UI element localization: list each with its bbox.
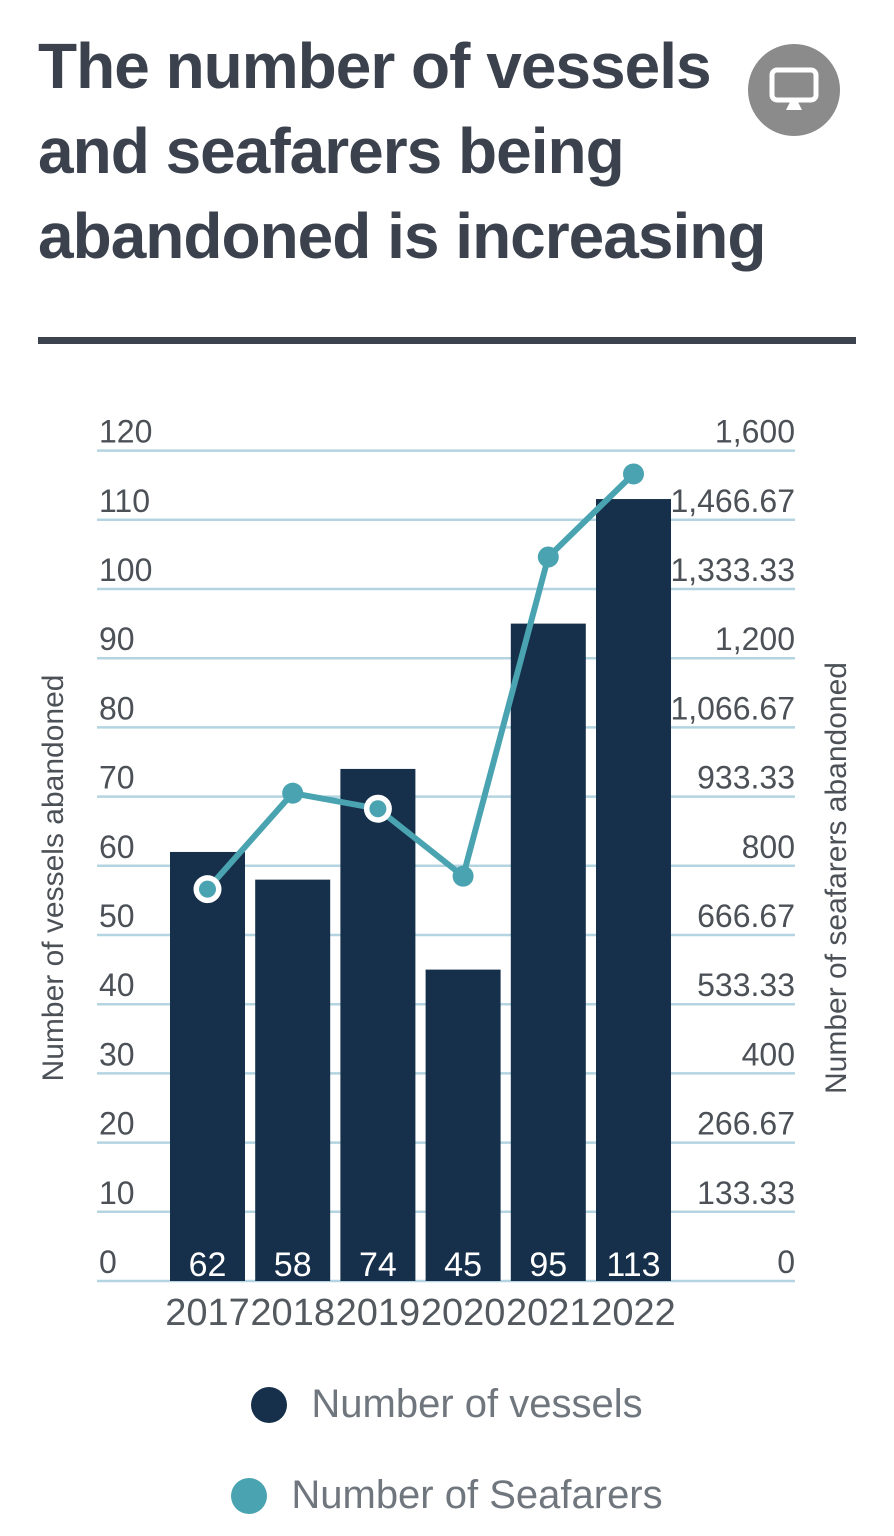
svg-text:45: 45 <box>444 1246 482 1284</box>
page-title-line-2: and seafarers being <box>38 115 625 187</box>
left-axis-tick-labels: 0 10 20 30 40 50 60 70 80 90 100 110 120 <box>99 414 152 1280</box>
svg-text:1,200: 1,200 <box>715 621 795 657</box>
svg-text:30: 30 <box>99 1036 135 1072</box>
svg-text:120: 120 <box>99 414 152 450</box>
svg-text:666.67: 666.67 <box>697 898 795 934</box>
svg-text:40: 40 <box>99 967 135 1003</box>
svg-text:74: 74 <box>359 1246 397 1284</box>
monitor-icon <box>769 67 819 110</box>
svg-text:70: 70 <box>99 760 135 796</box>
svg-text:533.33: 533.33 <box>697 967 795 1003</box>
x-axis-labels: 2017 2018 2019 2020 2021 2022 <box>165 1292 676 1334</box>
display-mode-button[interactable] <box>748 44 840 136</box>
svg-text:2021: 2021 <box>506 1292 591 1334</box>
svg-text:50: 50 <box>99 898 135 934</box>
seafarers-line-markers <box>193 463 644 904</box>
svg-text:58: 58 <box>274 1246 312 1284</box>
svg-text:2017: 2017 <box>165 1292 250 1334</box>
svg-text:933.33: 933.33 <box>697 760 795 796</box>
bar-value-labels: 62 58 74 45 95 113 <box>189 1246 661 1284</box>
svg-text:20: 20 <box>99 1106 135 1142</box>
svg-text:1,600: 1,600 <box>715 414 795 450</box>
svg-text:0: 0 <box>99 1244 117 1280</box>
divider <box>38 337 856 344</box>
svg-text:133.33: 133.33 <box>697 1175 795 1211</box>
svg-text:1,066.67: 1,066.67 <box>670 690 795 726</box>
right-axis-tick-labels: 0 133.33 266.67 400 533.33 666.67 800 933.33 1,0… <box>670 414 795 1280</box>
vessels-legend-label: Number of vessels <box>311 1382 643 1426</box>
legend-item-seafarers: Number of Seafarers <box>231 1473 663 1518</box>
page-title-line-1: The number of vessels <box>38 30 712 102</box>
page-title: The number of vessels and seafarers bein… <box>38 24 868 279</box>
left-axis-title: Number of vessels abandoned <box>37 675 70 1082</box>
svg-text:2022: 2022 <box>591 1292 676 1334</box>
svg-text:100: 100 <box>99 552 152 588</box>
svg-text:80: 80 <box>99 690 135 726</box>
svg-text:110: 110 <box>99 483 150 519</box>
seafarers-line <box>204 470 637 893</box>
svg-text:62: 62 <box>189 1246 227 1284</box>
svg-text:400: 400 <box>742 1036 795 1072</box>
svg-text:113: 113 <box>606 1246 660 1284</box>
svg-text:266.67: 266.67 <box>697 1106 795 1142</box>
svg-text:2018: 2018 <box>250 1292 335 1334</box>
combo-chart: 0 10 20 30 40 50 60 70 80 90 100 110 120 0 133.33 266.6… <box>0 410 894 1340</box>
seafarers-legend-label: Number of Seafarers <box>291 1473 663 1517</box>
vessels-legend-swatch <box>251 1386 288 1423</box>
svg-text:10: 10 <box>99 1175 135 1211</box>
svg-text:800: 800 <box>742 829 795 865</box>
legend: Number of vessels Number of Seafarers <box>0 1382 894 1518</box>
legend-item-vessels: Number of vessels <box>251 1382 643 1427</box>
svg-text:60: 60 <box>99 829 135 865</box>
page-title-line-3: abandoned is increasing <box>38 200 766 272</box>
right-axis-title: Number of seafarers abandoned <box>820 662 853 1094</box>
svg-text:0: 0 <box>777 1244 795 1280</box>
vessels-bars <box>170 499 671 1281</box>
svg-text:2020: 2020 <box>421 1292 506 1334</box>
svg-text:90: 90 <box>99 621 135 657</box>
svg-text:2019: 2019 <box>336 1292 421 1334</box>
svg-text:1,466.67: 1,466.67 <box>670 483 795 519</box>
seafarers-legend-swatch <box>231 1477 268 1514</box>
svg-text:95: 95 <box>529 1246 567 1284</box>
svg-text:1,333.33: 1,333.33 <box>670 552 795 588</box>
